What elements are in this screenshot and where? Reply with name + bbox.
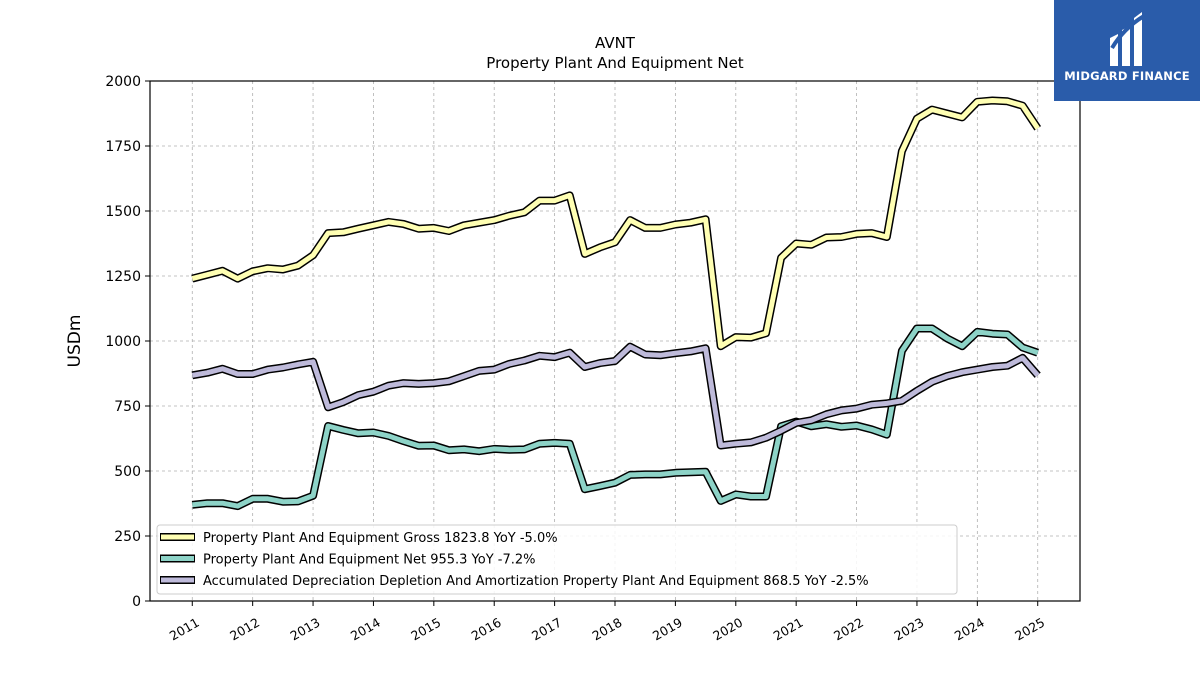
x-tick-label: 2020 bbox=[710, 615, 745, 644]
series-line bbox=[191, 344, 1040, 448]
x-tick-label: 2024 bbox=[952, 615, 987, 644]
y-tick-label: 2000 bbox=[105, 74, 141, 90]
y-tick-label: 1750 bbox=[105, 139, 141, 155]
x-tick-label: 2019 bbox=[650, 615, 685, 644]
x-tick-label: 2016 bbox=[469, 615, 504, 644]
x-tick-label: 2018 bbox=[589, 615, 624, 644]
legend-entry: Accumulated Depreciation Depletion And A… bbox=[203, 574, 869, 589]
series-line bbox=[191, 98, 1040, 349]
x-tick-label: 2011 bbox=[167, 615, 202, 644]
logo-text: MIDGARD FINANCE bbox=[1064, 69, 1190, 83]
legend: Property Plant And Equipment Gross 1823.… bbox=[156, 524, 958, 595]
y-tick-label: 0 bbox=[132, 594, 141, 610]
y-tick-label: 250 bbox=[114, 529, 141, 545]
series-line bbox=[192, 326, 1039, 509]
brand-logo: MIDGARD FINANCE bbox=[1054, 0, 1200, 101]
y-tick-label: 1500 bbox=[105, 204, 141, 220]
x-tick-label: 2023 bbox=[891, 615, 926, 644]
x-tick-label: 2017 bbox=[529, 615, 564, 644]
y-tick-label: 500 bbox=[114, 464, 141, 480]
y-axis: 0 250 500 750 1000 1250 1500 1750 2000 bbox=[105, 74, 150, 610]
x-tick-label: 2025 bbox=[1012, 615, 1047, 644]
series-3 bbox=[191, 342, 1041, 450]
x-tick-label: 2012 bbox=[227, 615, 262, 644]
x-tick-label: 2022 bbox=[831, 615, 866, 644]
y-tick-label: 1000 bbox=[105, 334, 141, 350]
series-lines bbox=[191, 96, 1042, 511]
grid-lines bbox=[150, 81, 1080, 601]
legend-entry: Property Plant And Equipment Gross 1823.… bbox=[203, 531, 558, 546]
y-tick-label: 1250 bbox=[105, 269, 141, 285]
legend-entry: Property Plant And Equipment Net 955.3 Y… bbox=[203, 553, 536, 568]
midgard-logo-icon bbox=[1110, 12, 1146, 66]
x-tick-label: 2021 bbox=[771, 615, 806, 644]
x-axis: 2011 2012 2013 2014 2015 2016 2017 2018 2019 2020… bbox=[167, 601, 1047, 644]
x-tick-label: 2015 bbox=[408, 615, 443, 644]
y-axis-label: USDm bbox=[65, 315, 85, 368]
x-tick-label: 2014 bbox=[348, 615, 383, 644]
series-1 bbox=[191, 96, 1042, 351]
chart-title: AVNT bbox=[595, 34, 636, 52]
x-tick-label: 2013 bbox=[288, 615, 323, 644]
chart-subtitle: Property Plant And Equipment Net bbox=[486, 54, 743, 72]
y-tick-label: 750 bbox=[114, 399, 141, 415]
series-2 bbox=[191, 324, 1040, 511]
legend-box bbox=[156, 524, 958, 595]
